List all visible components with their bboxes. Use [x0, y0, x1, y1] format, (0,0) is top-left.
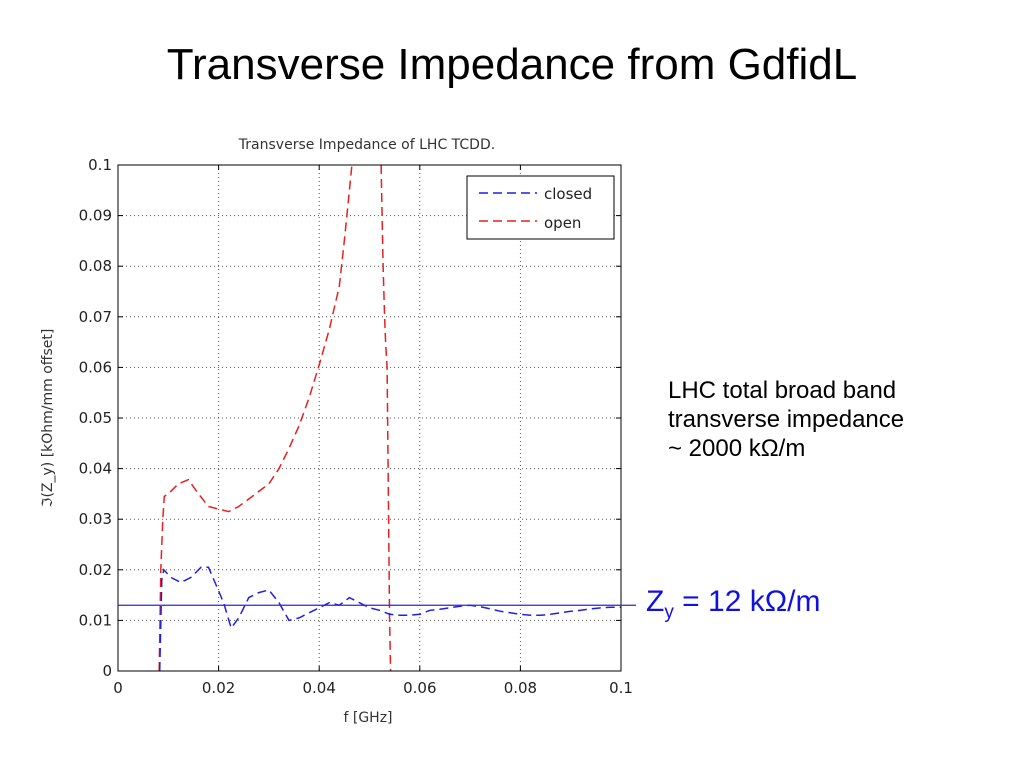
y-tick-label: 0.03: [79, 510, 112, 528]
legend-label-open: open: [544, 214, 581, 232]
series-line-closed: [158, 566, 621, 672]
y-tick-label: 0.02: [79, 561, 112, 579]
y-tick-label: 0.08: [79, 257, 112, 275]
axes-frame: [117, 164, 622, 672]
y-axis-label: ℑ(Z_y) [kOhm/mm offset]: [40, 329, 56, 508]
zy-symbol: Z: [646, 585, 665, 618]
slide-title: Transverse Impedance from GdfidL: [166, 40, 858, 89]
series-line-open: [158, 164, 353, 672]
x-axis-label: f [GHz]: [343, 710, 392, 726]
axis-ticks: 0 0.02 0.04 0.06 0.08 0.1 0 0.01 0.02 0.03 0.04 0.0…: [79, 156, 633, 697]
x-tick-label: 0.08: [504, 679, 537, 697]
y-tick-label: 0.07: [79, 308, 112, 326]
y-tick-label: 0.05: [79, 409, 112, 427]
annotation-line: LHC total broad band: [668, 377, 897, 404]
y-tick-label: 0.1: [88, 156, 112, 174]
zy-value: = 12 kΩ/m: [673, 585, 821, 618]
y-tick-label: 0.06: [79, 358, 112, 376]
plot-title: Transverse Impedance of LHC TCDD.: [238, 137, 495, 153]
y-tick-label: 0.09: [79, 207, 112, 225]
x-tick-label: 0.1: [609, 679, 633, 697]
plot-series: [158, 164, 621, 672]
x-tick-label: 0.04: [302, 679, 335, 697]
y-tick-label: 0.01: [79, 611, 112, 629]
y-tick-label: 0.04: [79, 460, 112, 478]
legend-box: [466, 175, 615, 240]
legend-label-closed: closed: [544, 185, 592, 203]
y-tick-label: 0: [102, 662, 112, 680]
annotation-line: ~ 2000 kΩ/m: [668, 435, 806, 462]
broadband-annotation: LHC total broad band transverse impedanc…: [668, 376, 904, 463]
legend: closed open: [466, 175, 615, 240]
x-tick-label: 0.02: [202, 679, 235, 697]
x-tick-label: 0.06: [403, 679, 436, 697]
zy-value-label: Zy = 12 kΩ/m: [646, 585, 820, 624]
plot-grid: [118, 165, 621, 671]
x-tick-label: 0: [113, 679, 123, 697]
annotation-line: transverse impedance: [668, 406, 905, 433]
zy-subscript: y: [664, 602, 674, 623]
